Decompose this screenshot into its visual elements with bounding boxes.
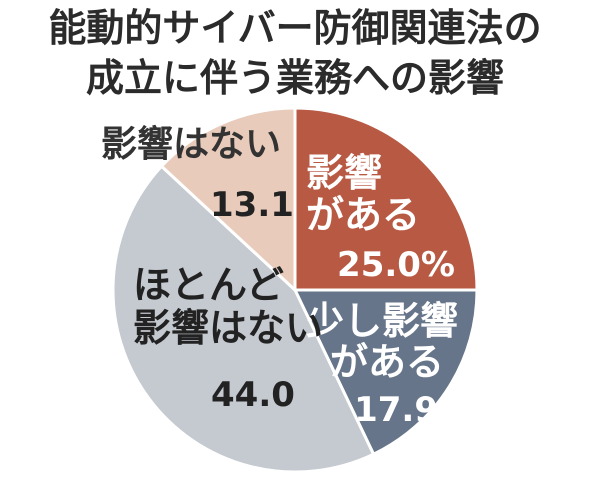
slice-label-3-line-0: 影響はない (101, 123, 281, 165)
slice-label-0-line-1: がある (306, 193, 420, 237)
chart-title-line-2: 成立に伴う業務への影響 (85, 56, 504, 100)
slice-label-2-line-0: ほとんど (133, 263, 284, 307)
slice-label-0-line-0: 影響 (306, 151, 382, 195)
chart-title-line-1: 能動的サイバー防御関連法の (48, 6, 542, 50)
pie-slice-1 (292, 288, 479, 457)
slice-value-0: 25.0% (337, 245, 455, 285)
slice-value-1: 17.9 (354, 390, 438, 430)
pie-slice-2 (111, 164, 376, 474)
slice-label-1-line-0: 少し影響 (306, 299, 458, 343)
slice-label-2-line-1: 影響はない (133, 306, 323, 350)
slice-label-1-line-1: がある (330, 340, 444, 384)
slice-value-3: 13.1 (210, 185, 294, 225)
pie-slice-3 (159, 106, 297, 294)
slice-value-2: 44.0 (211, 375, 295, 415)
pie-slice-0 (293, 106, 479, 292)
